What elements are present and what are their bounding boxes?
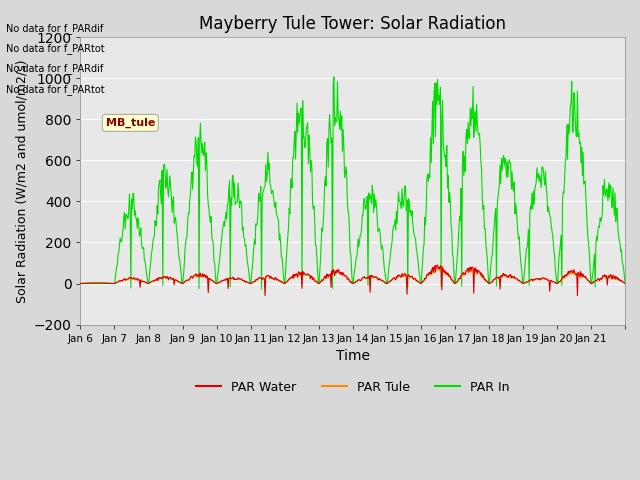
Text: No data for f_PARdif: No data for f_PARdif xyxy=(6,63,104,74)
Title: Mayberry Tule Tower: Solar Radiation: Mayberry Tule Tower: Solar Radiation xyxy=(199,15,506,33)
Legend: PAR Water, PAR Tule, PAR In: PAR Water, PAR Tule, PAR In xyxy=(191,376,514,399)
Text: MB_tule: MB_tule xyxy=(106,118,155,128)
Text: No data for f_PARtot: No data for f_PARtot xyxy=(6,43,105,54)
X-axis label: Time: Time xyxy=(336,349,370,363)
Y-axis label: Solar Radiation (W/m2 and umol/m2/s): Solar Radiation (W/m2 and umol/m2/s) xyxy=(15,59,28,303)
Text: No data for f_PARdif: No data for f_PARdif xyxy=(6,23,104,34)
Text: No data for f_PARtot: No data for f_PARtot xyxy=(6,84,105,95)
